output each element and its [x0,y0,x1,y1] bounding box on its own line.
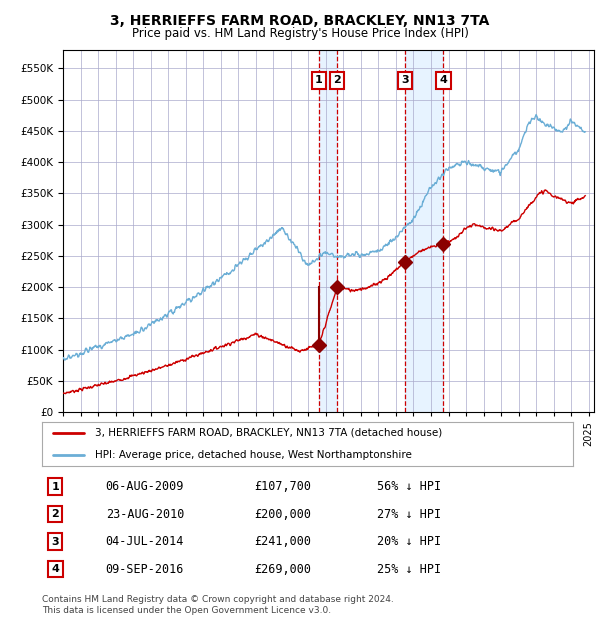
Text: 1: 1 [315,76,323,86]
Text: 3: 3 [52,536,59,547]
Text: £200,000: £200,000 [254,508,311,521]
Text: 06-AUG-2009: 06-AUG-2009 [106,480,184,493]
Text: 04-JUL-2014: 04-JUL-2014 [106,535,184,548]
Text: 20% ↓ HPI: 20% ↓ HPI [377,535,440,548]
Text: 2: 2 [334,76,341,86]
Text: £241,000: £241,000 [254,535,311,548]
Text: 27% ↓ HPI: 27% ↓ HPI [377,508,440,521]
Text: 4: 4 [439,76,447,86]
Text: 1: 1 [52,482,59,492]
Text: Contains HM Land Registry data © Crown copyright and database right 2024.: Contains HM Land Registry data © Crown c… [42,595,394,604]
Text: 4: 4 [52,564,59,574]
Text: 56% ↓ HPI: 56% ↓ HPI [377,480,440,493]
Text: This data is licensed under the Open Government Licence v3.0.: This data is licensed under the Open Gov… [42,606,331,615]
Text: 09-SEP-2016: 09-SEP-2016 [106,562,184,575]
Bar [319,50,337,412]
Text: 25% ↓ HPI: 25% ↓ HPI [377,562,440,575]
Text: 3, HERRIEFFS FARM ROAD, BRACKLEY, NN13 7TA: 3, HERRIEFFS FARM ROAD, BRACKLEY, NN13 7… [110,14,490,28]
Text: 3, HERRIEFFS FARM ROAD, BRACKLEY, NN13 7TA (detached house): 3, HERRIEFFS FARM ROAD, BRACKLEY, NN13 7… [95,428,442,438]
Bar [405,50,443,412]
Text: 2: 2 [52,509,59,519]
Text: Price paid vs. HM Land Registry's House Price Index (HPI): Price paid vs. HM Land Registry's House … [131,27,469,40]
Text: £107,700: £107,700 [254,480,311,493]
Text: HPI: Average price, detached house, West Northamptonshire: HPI: Average price, detached house, West… [95,450,412,460]
Text: 3: 3 [401,76,409,86]
Text: £269,000: £269,000 [254,562,311,575]
Text: 23-AUG-2010: 23-AUG-2010 [106,508,184,521]
